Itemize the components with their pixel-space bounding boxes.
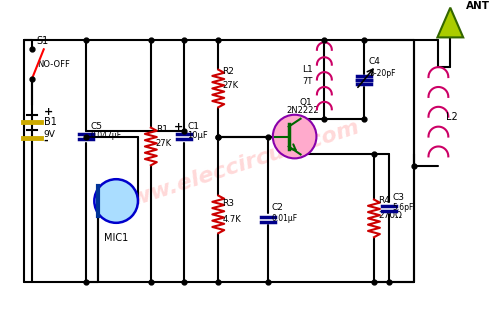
Text: 27K: 27K bbox=[222, 82, 238, 91]
Text: C3: C3 bbox=[393, 193, 405, 202]
Text: R2: R2 bbox=[222, 67, 234, 76]
Text: 27K: 27K bbox=[156, 140, 172, 148]
Text: -: - bbox=[44, 136, 49, 146]
Text: B1: B1 bbox=[44, 117, 57, 127]
Text: ANT: ANT bbox=[466, 1, 490, 11]
Text: R3: R3 bbox=[222, 199, 234, 208]
Text: R4: R4 bbox=[378, 196, 390, 205]
Text: 270Ω: 270Ω bbox=[378, 212, 402, 220]
Text: 5.6pF: 5.6pF bbox=[393, 204, 414, 212]
Text: S1: S1 bbox=[37, 36, 49, 46]
Text: +: + bbox=[44, 107, 53, 117]
Text: NO-OFF: NO-OFF bbox=[37, 60, 70, 69]
Text: MIC1: MIC1 bbox=[104, 233, 128, 243]
Text: 9V: 9V bbox=[44, 130, 56, 139]
Text: 0.01μF: 0.01μF bbox=[272, 214, 298, 223]
Text: 5-20pF: 5-20pF bbox=[369, 68, 396, 77]
Text: 7T: 7T bbox=[302, 76, 313, 85]
Polygon shape bbox=[438, 8, 463, 37]
Text: L2: L2 bbox=[446, 112, 458, 122]
Text: 4.7K: 4.7K bbox=[222, 215, 241, 224]
Circle shape bbox=[273, 115, 316, 158]
Text: Q1: Q1 bbox=[300, 98, 312, 107]
Text: R1: R1 bbox=[156, 124, 168, 133]
Text: 2N2222: 2N2222 bbox=[286, 106, 320, 115]
Text: www.eleccircuit.com: www.eleccircuit.com bbox=[109, 117, 362, 216]
Circle shape bbox=[94, 179, 138, 223]
Text: +: + bbox=[174, 122, 183, 132]
Text: C2: C2 bbox=[272, 204, 283, 212]
Text: C4: C4 bbox=[369, 57, 381, 66]
Text: C5: C5 bbox=[90, 122, 102, 131]
Text: L1: L1 bbox=[302, 65, 314, 74]
Text: 0.047μF: 0.047μF bbox=[90, 131, 122, 140]
Text: C1: C1 bbox=[188, 122, 200, 131]
Text: 10μF: 10μF bbox=[188, 131, 208, 140]
